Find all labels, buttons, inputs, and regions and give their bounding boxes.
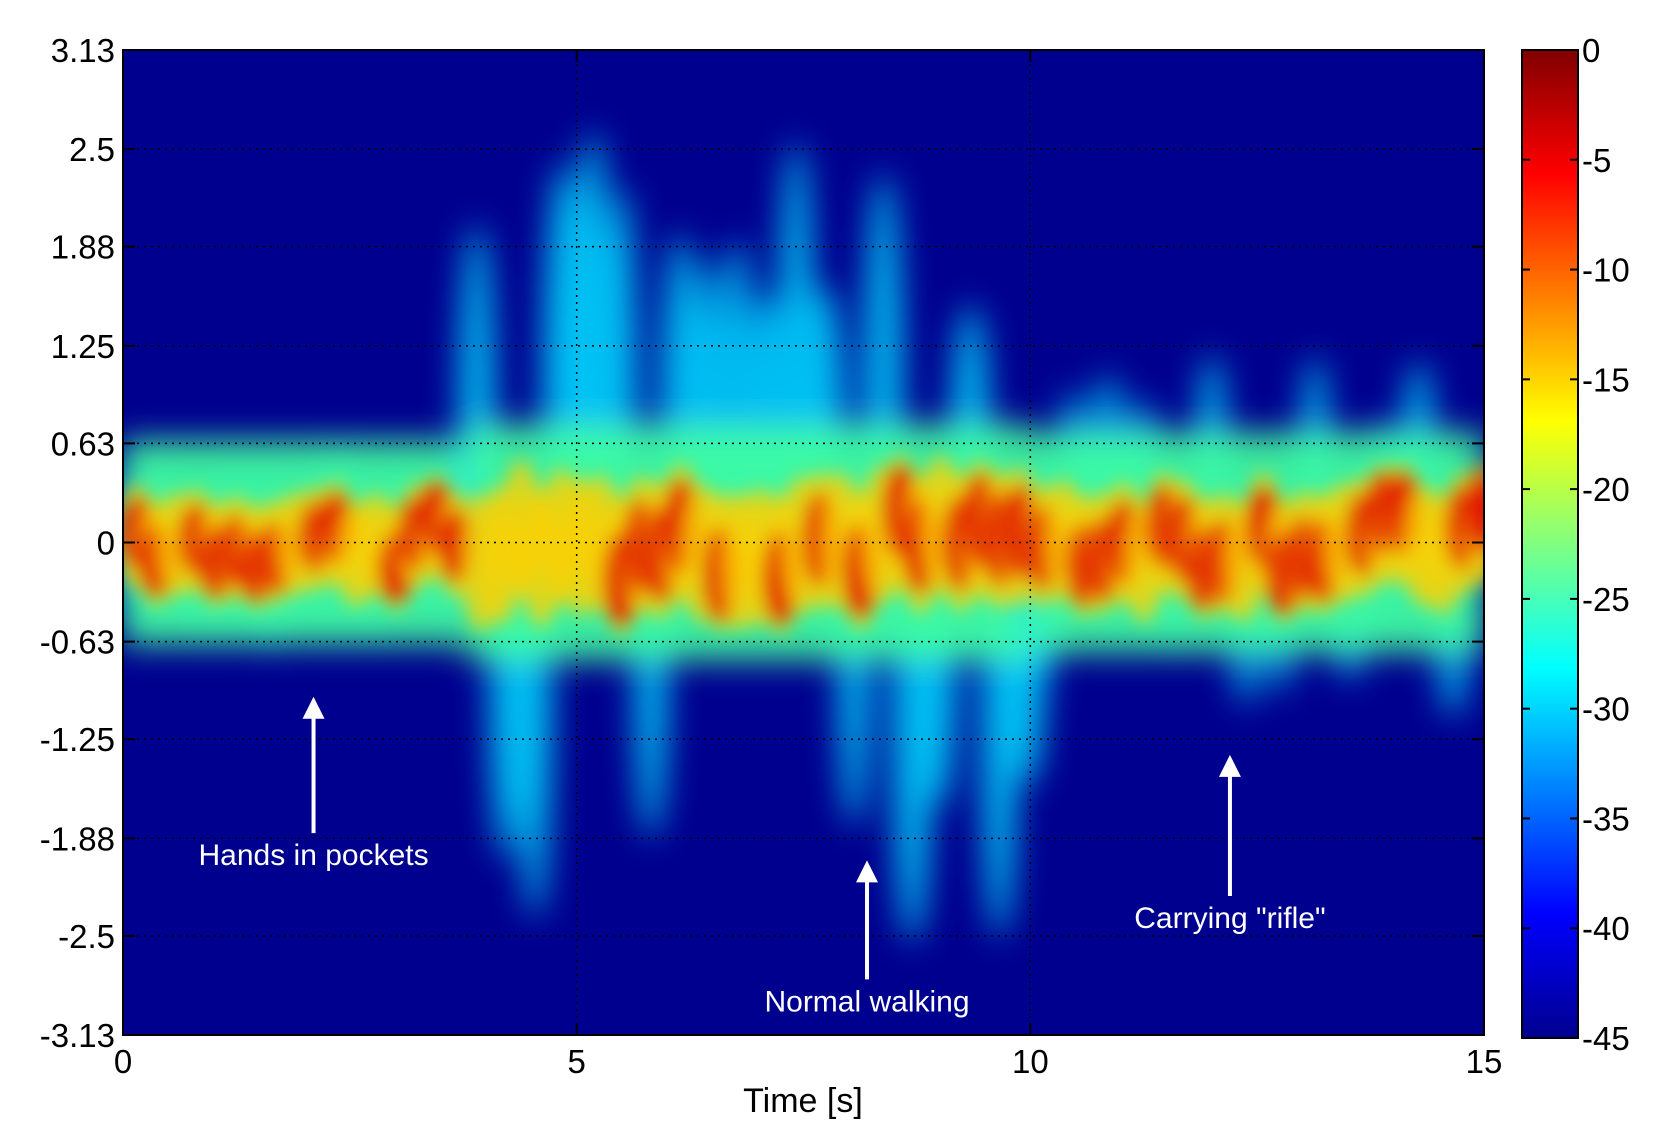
annotation-arrow-head: [1218, 754, 1241, 777]
y-tick-label: 2.5: [69, 131, 115, 168]
y-tick-label: -3.13: [40, 1017, 115, 1054]
y-tick-label: -0.63: [40, 624, 115, 661]
signal-peak: [1465, 470, 1484, 554]
y-tick-label: -2.5: [58, 918, 115, 955]
colorbar-ticks: 0 -5 -10 -15 -20 -25 -30 -35 -40 -45: [1522, 32, 1630, 1057]
y-tick-label: 0: [97, 525, 115, 562]
y-tick-label: 3.13: [51, 32, 115, 69]
y-tick-label: 1.88: [51, 229, 115, 266]
colorbar-tick-label: -20: [1582, 471, 1630, 508]
colorbar-tick-label: -30: [1582, 691, 1630, 728]
annotation-label: Normal walking: [764, 985, 969, 1018]
colorbar-tick-label: -35: [1582, 800, 1630, 837]
x-axis-label: Time [s]: [743, 1082, 863, 1120]
colorbar-tick-label: -40: [1582, 910, 1630, 947]
y-tick-label: 1.25: [51, 328, 115, 365]
x-axis-ticks: 0 5 10 15: [114, 50, 1503, 1080]
annotation-arrow-head: [302, 696, 325, 719]
colorbar-tick-label: -15: [1582, 361, 1630, 398]
x-tick-label: 0: [114, 1043, 132, 1080]
y-tick-label: 0.63: [51, 425, 115, 462]
signal-core: [123, 454, 1484, 635]
y-tick-label: -1.25: [40, 721, 115, 758]
colorbar: 0 -5 -10 -15 -20 -25 -30 -35 -40 -45: [1521, 32, 1630, 1057]
annotation-label: Carrying "rifle": [1134, 902, 1325, 935]
colorbar-tick-label: -5: [1582, 142, 1611, 179]
colorbar-tick-label: -25: [1582, 581, 1630, 618]
colorbar-tick-label: -45: [1582, 1020, 1630, 1057]
spectrogram-signal: [123, 131, 1484, 943]
y-tick-label: -1.88: [40, 820, 115, 857]
x-tick-label: 5: [567, 1043, 585, 1080]
annotations: Hands in pockets Normal walking Carrying "…: [198, 696, 1326, 1018]
colorbar-tick-label: 0: [1582, 32, 1600, 69]
grid-lines: [123, 50, 1484, 1035]
y-axis-ticks: 3.13 2.5 1.88 1.25 0.63 0 -0.63 -1.25 -1.88 -2.5 -…: [40, 32, 1484, 1054]
plot-area: [122, 49, 1485, 1036]
x-tick-label: 15: [1466, 1043, 1503, 1080]
annotation-label: Hands in pockets: [198, 839, 428, 872]
annotation-arrow-head: [856, 860, 879, 883]
x-tick-label: 10: [1012, 1043, 1049, 1080]
colorbar-gradient: [1521, 49, 1579, 1039]
colorbar-tick-label: -10: [1582, 252, 1630, 289]
